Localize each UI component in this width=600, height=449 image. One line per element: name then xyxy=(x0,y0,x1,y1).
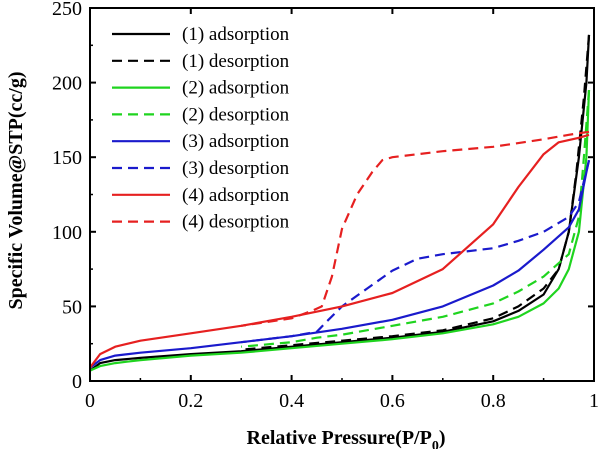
series-line-3 xyxy=(90,90,591,372)
series-line-2 xyxy=(241,34,591,351)
x-tick-label: 0.6 xyxy=(380,390,405,412)
x-axis-title-subscript: 0 xyxy=(432,439,439,449)
legend-label: (4) adsorption xyxy=(182,185,290,206)
legend-label: (4) desorption xyxy=(182,212,290,233)
x-tick-label: 1 xyxy=(589,390,599,412)
y-tick-label: 0 xyxy=(72,371,82,393)
series-layer xyxy=(90,34,591,372)
y-tick-label: 250 xyxy=(52,0,82,20)
legend-label: (2) adsorption xyxy=(182,78,290,99)
legend-label: (1) adsorption xyxy=(182,24,290,45)
x-axis-title: Relative Pressure(P/P0) xyxy=(247,427,446,449)
series-line-8 xyxy=(241,130,590,327)
x-tick-label: 0 xyxy=(85,390,95,412)
legend: (1) adsorption (1) desorption (2) adsorpti… xyxy=(112,24,290,233)
x-tick-label: 0.2 xyxy=(178,390,203,412)
series-line-5 xyxy=(90,159,591,369)
x-tick-label: 0.4 xyxy=(279,390,304,412)
axes-layer: 0 0.2 0.4 0.6 0.8 1 0 50 100 150 200 250 xyxy=(52,0,599,412)
series-line-1 xyxy=(90,34,591,372)
legend-label: (2) desorption xyxy=(182,104,290,125)
legend-label: (1) desorption xyxy=(182,51,290,72)
y-tick-label: 150 xyxy=(52,147,82,169)
y-tick-label: 200 xyxy=(52,73,82,95)
series-line-4 xyxy=(241,90,591,348)
x-axis-title-suffix: ) xyxy=(439,427,446,449)
x-tick-label: 0.8 xyxy=(481,390,506,412)
legend-label: (3) adsorption xyxy=(182,131,290,152)
series-line-7 xyxy=(90,133,590,369)
legend-label: (3) desorption xyxy=(182,158,290,179)
series-line-6 xyxy=(241,159,591,344)
y-axis-title: Specific Volume@STP(cc/g) xyxy=(5,71,27,309)
x-axis-title-main: Relative Pressure(P/P xyxy=(247,427,432,449)
y-tick-label: 100 xyxy=(52,222,82,244)
y-tick-label: 50 xyxy=(62,296,82,318)
